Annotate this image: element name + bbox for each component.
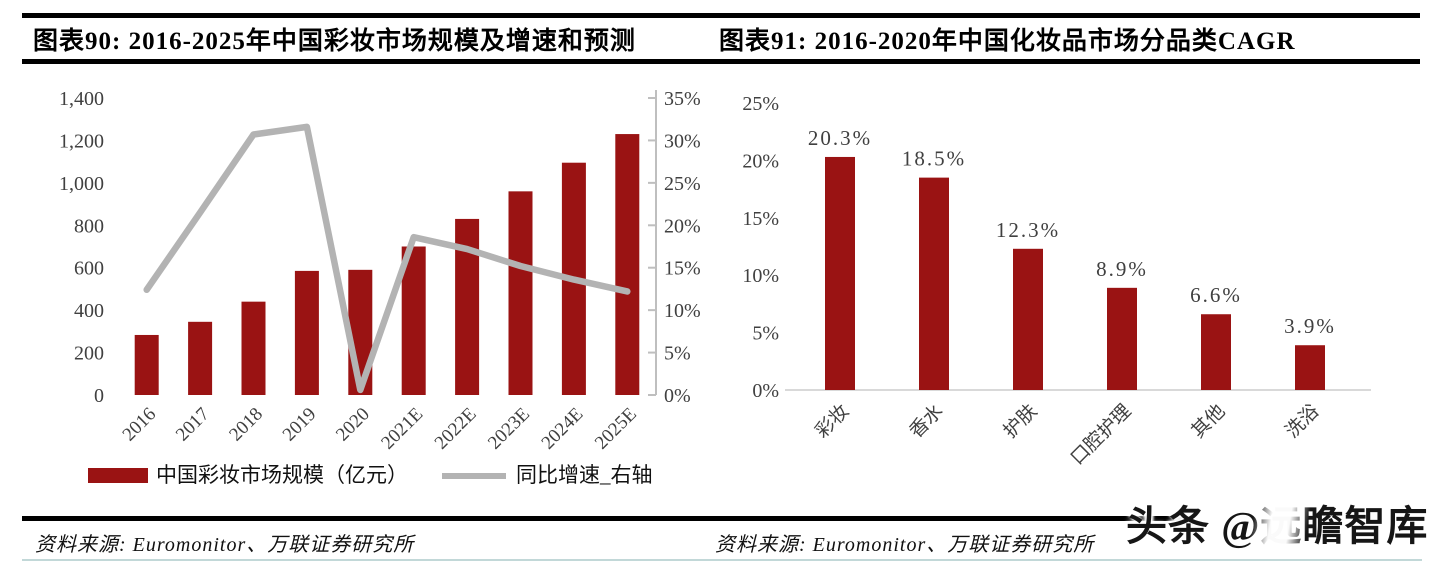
- legend-line-swatch: [442, 473, 506, 479]
- right-axis-tick-label: 0%: [664, 385, 691, 407]
- x-axis-label-2018: 2018: [225, 404, 267, 446]
- right-axis-tick-label: 20%: [664, 215, 701, 237]
- x-axis-label-其他: 其他: [1187, 400, 1229, 442]
- y-axis-tick-label: 25%: [742, 93, 779, 115]
- bottom-divider: [22, 516, 1190, 521]
- market-size-bar-2023E: [508, 191, 533, 395]
- x-axis-label-洗浴: 洗浴: [1281, 400, 1323, 442]
- charts-row: 0 200 400 600 800 1,000 1,200 1,400 0% 5% 10% 15% 20…: [0, 70, 1439, 516]
- y-axis-tick-label: 5%: [752, 323, 779, 345]
- right-axis-tick-label: 30%: [664, 130, 701, 152]
- y-axis-tick-label: 10%: [742, 265, 779, 287]
- market-size-bar-2018: [241, 301, 266, 395]
- right-axis-tick-label: 5%: [664, 343, 691, 365]
- x-axis-label-香水: 香水: [905, 400, 947, 442]
- cagr-bar-彩妆: [825, 156, 855, 390]
- left-axis-tick-label: 0: [94, 385, 104, 407]
- cagr-value-label: 20.3%: [808, 126, 872, 150]
- watermark-halo: 头条 @远瞻智库: [1126, 492, 1428, 552]
- y-axis-tick-label: 0%: [752, 380, 779, 402]
- cagr-bar-香水: [919, 177, 949, 390]
- x-axis-label-2024E: 2024E: [538, 404, 588, 454]
- x-axis-label-2023E: 2023E: [484, 404, 534, 454]
- left-axis-tick-label: 800: [74, 215, 104, 237]
- y-axis-tick-label: 20%: [742, 150, 779, 172]
- market-size-bar-2017: [188, 321, 213, 395]
- x-axis-label-彩妆: 彩妆: [811, 400, 853, 442]
- x-axis-label-2020: 2020: [332, 404, 374, 446]
- legend-bar-label: 中国彩妆市场规模（亿元）: [156, 463, 408, 487]
- cagr-bar-洗浴: [1295, 345, 1325, 390]
- x-axis-label-口腔护理: 口腔护理: [1066, 400, 1135, 469]
- right-axis-tick-label: 10%: [664, 300, 701, 322]
- cagr-value-label: 8.9%: [1096, 257, 1148, 281]
- top-divider: [22, 13, 1420, 18]
- x-axis-label-2021E: 2021E: [377, 404, 427, 454]
- left-axis-tick-label: 1,200: [59, 130, 104, 152]
- market-size-bar-2021E: [401, 246, 426, 395]
- left-axis-tick-label: 1,000: [59, 173, 104, 195]
- left-axis-tick-label: 200: [74, 343, 104, 365]
- yoy-growth-line: [143, 123, 631, 394]
- cagr-bar-口腔护理: [1107, 287, 1137, 390]
- x-axis-label-2025E: 2025E: [591, 404, 641, 454]
- cagr-value-label: 3.9%: [1284, 314, 1336, 338]
- cagr-value-label: 18.5%: [902, 147, 966, 171]
- right-axis-tick-label: 35%: [664, 88, 701, 110]
- chart91-title: 图表91: 2016-2020年中国化妆品市场分品类CAGR: [719, 28, 1296, 55]
- source-note-left: 资料来源: Euromonitor、万联证券研究所: [35, 534, 415, 556]
- chart90-title: 图表90: 2016-2025年中国彩妆市场规模及增速和预测: [33, 28, 636, 55]
- legend-line-label: 同比增速_右轴: [516, 463, 653, 487]
- x-axis-label-2019: 2019: [279, 404, 321, 446]
- source-note-right: 资料来源: Euromonitor、万联证券研究所: [715, 534, 1095, 556]
- x-axis-label-2016: 2016: [119, 404, 161, 446]
- market-size-bar-2019: [294, 270, 319, 395]
- left-axis-tick-label: 600: [74, 258, 104, 280]
- watermark-toutiao-yuanzhan: 头条 @远瞻智库: [1126, 492, 1428, 552]
- x-axis-label-2022E: 2022E: [431, 404, 481, 454]
- market-size-bar-2025E: [615, 134, 640, 396]
- right-axis-tick-label: 25%: [664, 173, 701, 195]
- right-axis-tick-label: 15%: [664, 258, 701, 280]
- market-size-bar-2016: [134, 334, 159, 395]
- cagr-bar-护肤: [1013, 248, 1043, 390]
- chart-makeup-market-combo: 0 200 400 600 800 1,000 1,200 1,400 0% 5% 10% 15% 20…: [59, 88, 701, 487]
- x-axis-label-护肤: 护肤: [999, 400, 1041, 442]
- chart-category-cagr-bars: 0% 5% 10% 15% 20% 25% 20.3% 彩妆 18.5% 香水 12.3% 护肤 8.9…: [742, 93, 1371, 469]
- title-divider: [22, 59, 1420, 64]
- x-axis-label-2017: 2017: [172, 404, 214, 446]
- legend-bar-swatch: [88, 468, 148, 483]
- left-axis-tick-label: 400: [74, 300, 104, 322]
- cagr-bar-其他: [1201, 314, 1231, 390]
- cagr-value-label: 6.6%: [1190, 283, 1242, 307]
- cagr-value-label: 12.3%: [996, 218, 1060, 242]
- left-axis-tick-label: 1,400: [59, 88, 104, 110]
- y-axis-tick-label: 15%: [742, 208, 779, 230]
- footer-teal-rule: [22, 559, 1422, 561]
